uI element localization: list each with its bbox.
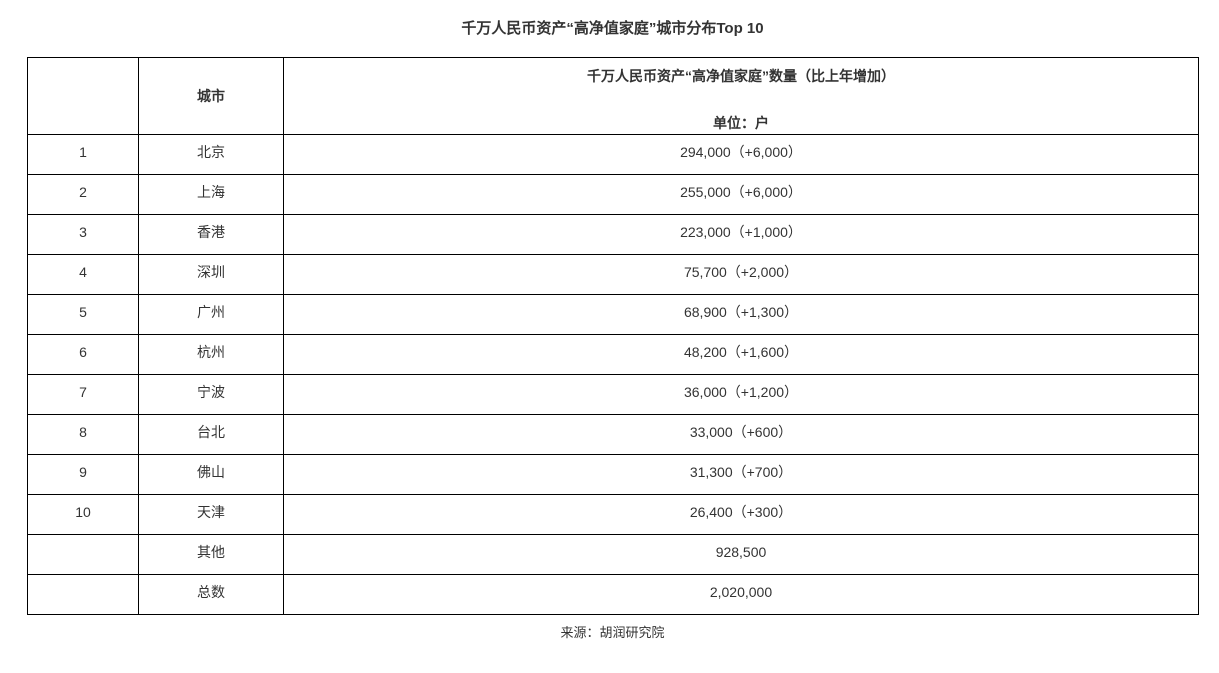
city-cell: 宁波 [138, 374, 284, 415]
value-cell: 26,400（+300） [283, 494, 1199, 535]
city-cell: 杭州 [138, 334, 284, 375]
city-cell: 广州 [138, 294, 284, 335]
rank-cell: 5 [27, 294, 139, 335]
value-cell: 31,300（+700） [283, 454, 1199, 495]
table-row: 2 上海 255,000（+6,000） [27, 174, 1199, 215]
rank-cell: 10 [27, 494, 139, 535]
city-cell: 深圳 [138, 254, 284, 295]
value-cell: 68,900（+1,300） [283, 294, 1199, 335]
rank-cell [27, 574, 139, 615]
table-row: 7 宁波 36,000（+1,200） [27, 374, 1199, 415]
table-row: 其他 928,500 [27, 534, 1199, 575]
table-row: 5 广州 68,900（+1,300） [27, 294, 1199, 335]
rank-cell: 7 [27, 374, 139, 415]
rank-cell: 9 [27, 454, 139, 495]
value-cell: 223,000（+1,000） [283, 214, 1199, 255]
source-note: 来源：胡润研究院 [560, 625, 665, 640]
value-cell: 75,700（+2,000） [283, 254, 1199, 295]
page-title: 千万人民币资产“高净值家庭”城市分布Top 10 [461, 20, 764, 37]
table-row: 9 佛山 31,300（+700） [27, 454, 1199, 495]
rank-cell: 8 [27, 414, 139, 455]
rank-cell: 4 [27, 254, 139, 295]
table-header-row: 城市 千万人民币资产“高净值家庭”数量（比上年增加） 单位：户 [27, 57, 1199, 135]
rank-cell: 2 [27, 174, 139, 215]
value-column-header: 千万人民币资产“高净值家庭”数量（比上年增加） 单位：户 [283, 57, 1199, 135]
value-cell: 255,000（+6,000） [283, 174, 1199, 215]
rank-cell: 1 [27, 134, 139, 175]
rank-cell [27, 534, 139, 575]
value-cell: 36,000（+1,200） [283, 374, 1199, 415]
city-cell: 总数 [138, 574, 284, 615]
city-cell: 香港 [138, 214, 284, 255]
table-row: 6 杭州 48,200（+1,600） [27, 334, 1199, 375]
city-cell: 北京 [138, 134, 284, 175]
table-row: 8 台北 33,000（+600） [27, 414, 1199, 455]
city-cell: 其他 [138, 534, 284, 575]
city-column-header: 城市 [138, 57, 284, 135]
value-cell: 2,020,000 [283, 574, 1199, 615]
city-cell: 上海 [138, 174, 284, 215]
rank-cell: 3 [27, 214, 139, 255]
value-cell: 33,000（+600） [283, 414, 1199, 455]
value-cell: 294,000（+6,000） [283, 134, 1199, 175]
value-cell: 48,200（+1,600） [283, 334, 1199, 375]
table-row: 4 深圳 75,700（+2,000） [27, 254, 1199, 295]
unit-label: 单位：户 [713, 115, 769, 131]
top10-table: 城市 千万人民币资产“高净值家庭”数量（比上年增加） 单位：户 1 北京 294… [27, 57, 1199, 615]
rank-cell: 6 [27, 334, 139, 375]
value-header-label: 千万人民币资产“高净值家庭”数量（比上年增加） [587, 68, 895, 84]
table-row: 1 北京 294,000（+6,000） [27, 134, 1199, 175]
rank-column-header [27, 57, 139, 135]
city-cell: 佛山 [138, 454, 284, 495]
value-cell: 928,500 [283, 534, 1199, 575]
table-row: 3 香港 223,000（+1,000） [27, 214, 1199, 255]
city-cell: 天津 [138, 494, 284, 535]
table-row: 总数 2,020,000 [27, 574, 1199, 615]
table-row: 10 天津 26,400（+300） [27, 494, 1199, 535]
city-cell: 台北 [138, 414, 284, 455]
